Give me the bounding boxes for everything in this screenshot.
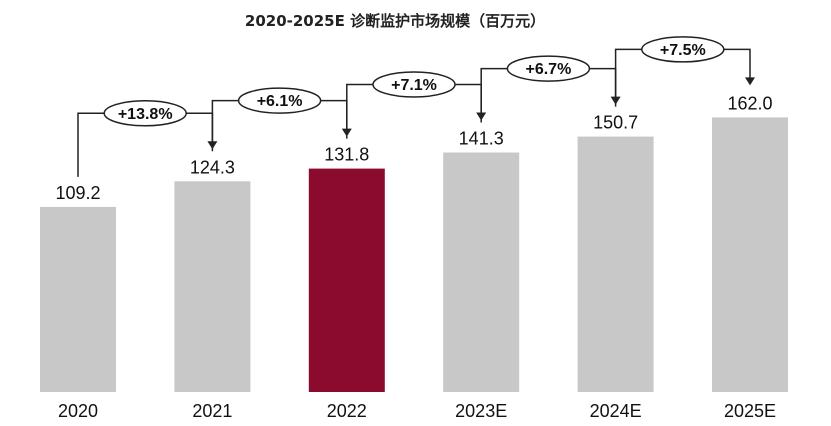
chart-title: 2020-2025E 诊断监护市场规模（百万元） bbox=[245, 12, 545, 30]
category-label-2022: 2022 bbox=[327, 401, 367, 421]
value-label-2022: 131.8 bbox=[324, 145, 369, 165]
growth-pill-2 bbox=[237, 87, 322, 114]
bar-2025E bbox=[712, 117, 788, 393]
growth-pill-4 bbox=[506, 55, 591, 82]
growth-label-2: +6.1% bbox=[257, 93, 303, 110]
category-label-2021: 2021 bbox=[192, 401, 232, 421]
category-label-2024E: 2024E bbox=[590, 401, 642, 421]
growth-pill-3 bbox=[372, 71, 456, 98]
growth-arrow-5 bbox=[745, 77, 755, 86]
bar-2020 bbox=[40, 206, 116, 392]
bars-group bbox=[40, 117, 788, 393]
value-label-2020: 109.2 bbox=[55, 183, 100, 203]
growth-label-1: +13.8% bbox=[118, 106, 173, 123]
bar-2021 bbox=[174, 181, 251, 392]
growth-label-5: +7.5% bbox=[660, 42, 706, 59]
growth-label-4: +6.7% bbox=[525, 61, 571, 78]
value-label-2025E: 162.0 bbox=[727, 93, 772, 113]
bar-2023E bbox=[443, 152, 520, 392]
growth-pill-5 bbox=[641, 36, 725, 63]
category-label-2020: 2020 bbox=[58, 401, 98, 421]
value-label-2023E: 141.3 bbox=[459, 129, 504, 149]
bar-2024E bbox=[577, 136, 654, 392]
value-label-2024E: 150.7 bbox=[593, 113, 638, 133]
growth-annotations-group: +13.8% +6.1% +7.1% +6.7% +7.5% bbox=[77, 36, 755, 177]
growth-pill-1 bbox=[103, 100, 187, 127]
labels-group: 109.2 2020 124.3 2021 131.8 2022 141.3 2023E 150… bbox=[55, 93, 776, 421]
category-label-2023E: 2023E bbox=[455, 401, 507, 421]
category-label-2025E: 2025E bbox=[724, 401, 776, 421]
value-label-2021: 124.3 bbox=[190, 157, 235, 177]
growth-label-3: +7.1% bbox=[391, 77, 437, 94]
bar-2022 bbox=[308, 168, 385, 392]
